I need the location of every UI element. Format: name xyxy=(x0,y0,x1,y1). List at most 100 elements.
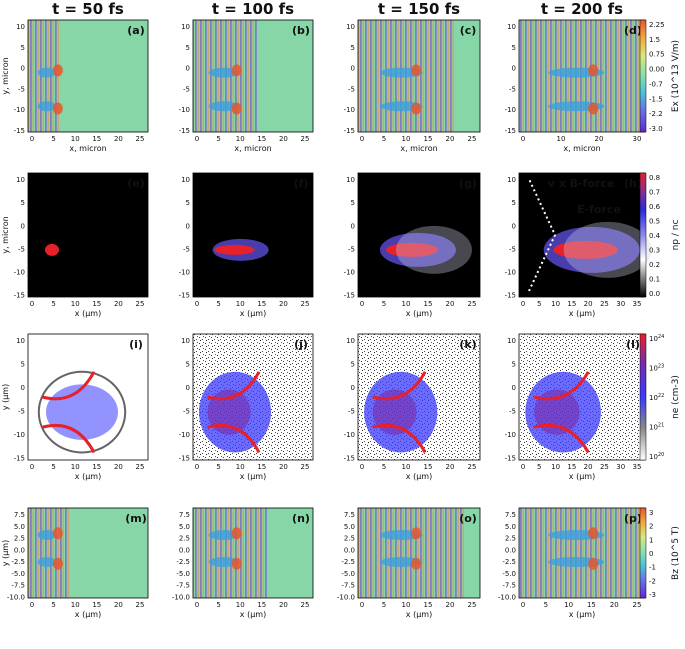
x-tick-label: 15 xyxy=(92,463,101,471)
x-tick-label: 15 xyxy=(257,463,266,471)
y-tick-label: -5 xyxy=(183,245,190,253)
panel-frame xyxy=(27,19,149,133)
x-tick-label: 15 xyxy=(257,135,266,143)
x-tick-label: 30 xyxy=(633,135,642,143)
y-tick-label: -10 xyxy=(505,269,516,277)
panel-frame xyxy=(357,333,481,461)
y-tick-label: -10 xyxy=(179,106,190,114)
panel-label: (c) xyxy=(460,24,477,37)
y-axis-label: y, micron xyxy=(1,216,10,253)
x-tick-label: 25 xyxy=(468,135,477,143)
colorbar-tick-label: 3 xyxy=(649,509,653,517)
x-tick-label: 10 xyxy=(402,135,411,143)
y-tick-label: -7.5 xyxy=(502,582,516,590)
electron-shell xyxy=(37,370,127,454)
y-tick-label: -10 xyxy=(505,106,516,114)
panel-frame xyxy=(192,333,314,461)
x-axis-label: x (µm) xyxy=(406,472,432,481)
y-tick-label: 0 xyxy=(512,65,516,73)
y-tick-label: -5.0 xyxy=(11,570,25,578)
x-axis-label: x (µm) xyxy=(240,610,266,619)
colorbar-tick-label: -3.0 xyxy=(649,125,663,133)
y-tick-label: 10 xyxy=(16,337,25,345)
panel-label: (e) xyxy=(127,177,145,190)
colorbar-tick-label: 0.75 xyxy=(649,51,665,59)
x-tick-label: 15 xyxy=(257,601,266,609)
y-tick-label: 10 xyxy=(507,23,516,31)
panel-label: (f) xyxy=(294,177,309,190)
x-tick-label: 15 xyxy=(587,601,596,609)
x-tick-label: 0 xyxy=(195,300,199,308)
y-tick-label: 0 xyxy=(186,384,190,392)
electron-jet xyxy=(207,371,261,401)
y-tick-label: 0 xyxy=(186,65,190,73)
y-tick-label: -15 xyxy=(344,455,355,463)
colorbar-tick-label: -1 xyxy=(649,564,656,572)
x-tick-label: 0 xyxy=(30,601,34,609)
colorbar-tick-label: 1024 xyxy=(649,334,664,343)
wave-fringes xyxy=(28,508,70,598)
colorbar-tick-label: -2 xyxy=(649,577,656,585)
y-tick-label: 0.0 xyxy=(179,546,190,554)
colorbar-tick-label: 0.5 xyxy=(649,218,660,226)
y-tick-label: 2.5 xyxy=(344,535,355,543)
y-axis-label: y (µm) xyxy=(1,540,10,566)
y-tick-label: 7.5 xyxy=(179,511,190,519)
y-tick-label: -10 xyxy=(344,431,355,439)
proton-halo xyxy=(563,221,652,278)
electron-jet xyxy=(42,423,96,454)
panel-label: (o) xyxy=(459,512,477,525)
colorbar xyxy=(639,507,647,599)
x-axis-label: x (µm) xyxy=(240,472,266,481)
panel xyxy=(192,19,314,133)
y-tick-label: 0 xyxy=(512,222,516,230)
y-tick-label: -2.5 xyxy=(11,558,25,566)
x-axis-label: x (µm) xyxy=(569,472,595,481)
colorbar-tick-label: -0.7 xyxy=(649,80,663,88)
field-lobe xyxy=(37,530,57,540)
y-tick-label: 10 xyxy=(181,176,190,184)
x-tick-label: 25 xyxy=(468,463,477,471)
x-tick-label: 5 xyxy=(51,135,55,143)
panel-frame xyxy=(192,507,314,599)
panel-frame xyxy=(192,172,314,298)
panel xyxy=(518,333,646,461)
panel xyxy=(27,333,149,461)
panel-label: (h) xyxy=(624,177,642,190)
colorbar-tick-label: 2.25 xyxy=(649,21,665,29)
y-tick-label: -2.5 xyxy=(502,558,516,566)
wave-fringes xyxy=(193,508,267,598)
y-tick-label: 0 xyxy=(351,222,355,230)
x-tick-label: 25 xyxy=(468,601,477,609)
field-peak xyxy=(588,527,599,540)
y-tick-label: 5 xyxy=(21,44,25,52)
proton-halo xyxy=(395,225,472,274)
field-lobe xyxy=(208,101,239,112)
field-peak xyxy=(411,527,422,540)
y-tick-label: -10.0 xyxy=(337,593,355,601)
electron-jet xyxy=(42,371,96,401)
x-tick-label: 25 xyxy=(136,601,145,609)
x-tick-label: 10 xyxy=(564,601,573,609)
electron-jet xyxy=(372,423,427,454)
panel xyxy=(27,507,149,599)
electron-core xyxy=(534,389,580,435)
y-tick-label: 0 xyxy=(512,384,516,392)
y-tick-label: -10 xyxy=(179,269,190,277)
electron-core xyxy=(372,389,417,435)
y-tick-label: 7.5 xyxy=(505,511,516,519)
colorbar xyxy=(639,333,647,461)
colorbar-tick-label: 1.5 xyxy=(649,36,660,44)
colorbar-tick-label: 0.4 xyxy=(649,232,661,240)
y-tick-label: 0 xyxy=(21,65,25,73)
colorbar-tick-label: 0.0 xyxy=(649,290,660,298)
electron-jet xyxy=(533,423,590,454)
x-tick-label: 15 xyxy=(424,601,433,609)
colorbar-tick-label: -1.5 xyxy=(649,95,663,103)
x-tick-label: 5 xyxy=(216,300,220,308)
x-tick-label: 0 xyxy=(521,135,525,143)
x-tick-label: 0 xyxy=(521,300,525,308)
x-tick-label: 0 xyxy=(360,463,364,471)
panel xyxy=(192,172,314,298)
